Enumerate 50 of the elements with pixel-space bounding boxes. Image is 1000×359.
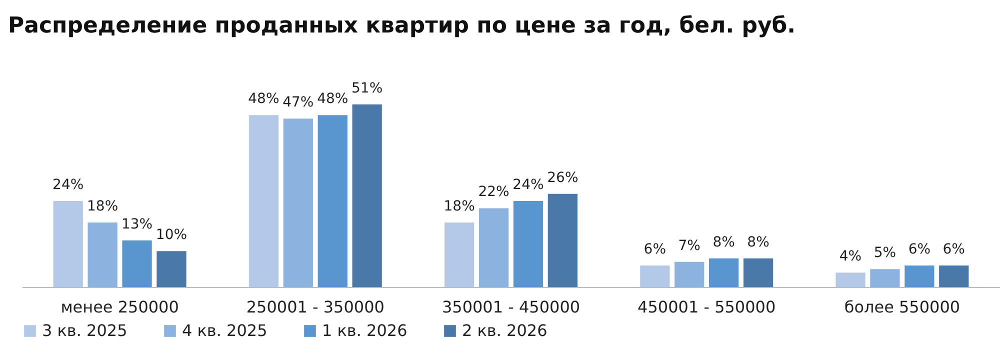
bar <box>156 251 186 287</box>
data-label: 51% <box>352 80 383 96</box>
bar <box>904 266 934 287</box>
data-label: 47% <box>282 94 314 111</box>
bar <box>53 201 83 287</box>
chart-title: Распределение проданных квартир по цене за год, бел. руб. <box>8 13 796 38</box>
bar <box>318 115 348 287</box>
legend-label: 1 кв. 2026 <box>322 321 408 340</box>
x-tick-label: менее 250000 <box>60 298 179 316</box>
data-label: 24% <box>512 177 544 194</box>
data-label: 6% <box>942 242 965 258</box>
bar <box>122 240 152 287</box>
bar <box>939 266 969 287</box>
bar <box>709 258 739 287</box>
data-label: 4% <box>839 248 862 265</box>
data-label: 22% <box>478 184 510 200</box>
data-label: 18% <box>87 198 118 215</box>
data-label: 26% <box>547 170 578 186</box>
bar <box>674 262 704 287</box>
legend-label: 3 кв. 2025 <box>42 321 128 340</box>
x-tick-label: более 550000 <box>844 298 960 316</box>
x-tick-label: 350001 - 450000 <box>442 298 580 316</box>
data-label: 48% <box>248 91 280 108</box>
bar <box>513 201 544 287</box>
bar <box>640 266 670 287</box>
data-label: 8% <box>712 234 735 250</box>
legend-label: 2 кв. 2026 <box>462 321 548 340</box>
data-label: 10% <box>156 227 188 244</box>
data-label: 6% <box>644 242 666 258</box>
bar <box>870 269 900 287</box>
bar <box>352 104 382 287</box>
bar <box>283 118 313 287</box>
bar <box>743 258 774 287</box>
data-label: 7% <box>678 238 700 254</box>
bar <box>548 194 578 287</box>
bar <box>248 115 279 287</box>
data-label: 18% <box>444 198 475 215</box>
x-tick-label: 250001 - 350000 <box>246 298 384 316</box>
data-label: 6% <box>908 242 931 258</box>
data-label: 48% <box>317 91 348 108</box>
bar <box>836 272 866 287</box>
data-label: 8% <box>747 234 770 250</box>
data-label: 13% <box>121 216 153 232</box>
bar <box>88 222 118 287</box>
x-tick-label: 450001 - 550000 <box>638 298 776 316</box>
bar <box>444 222 474 287</box>
data-label: 5% <box>874 245 896 262</box>
legend-label: 4 кв. 2025 <box>182 321 268 340</box>
bar <box>478 208 509 287</box>
data-label: 24% <box>52 177 84 194</box>
